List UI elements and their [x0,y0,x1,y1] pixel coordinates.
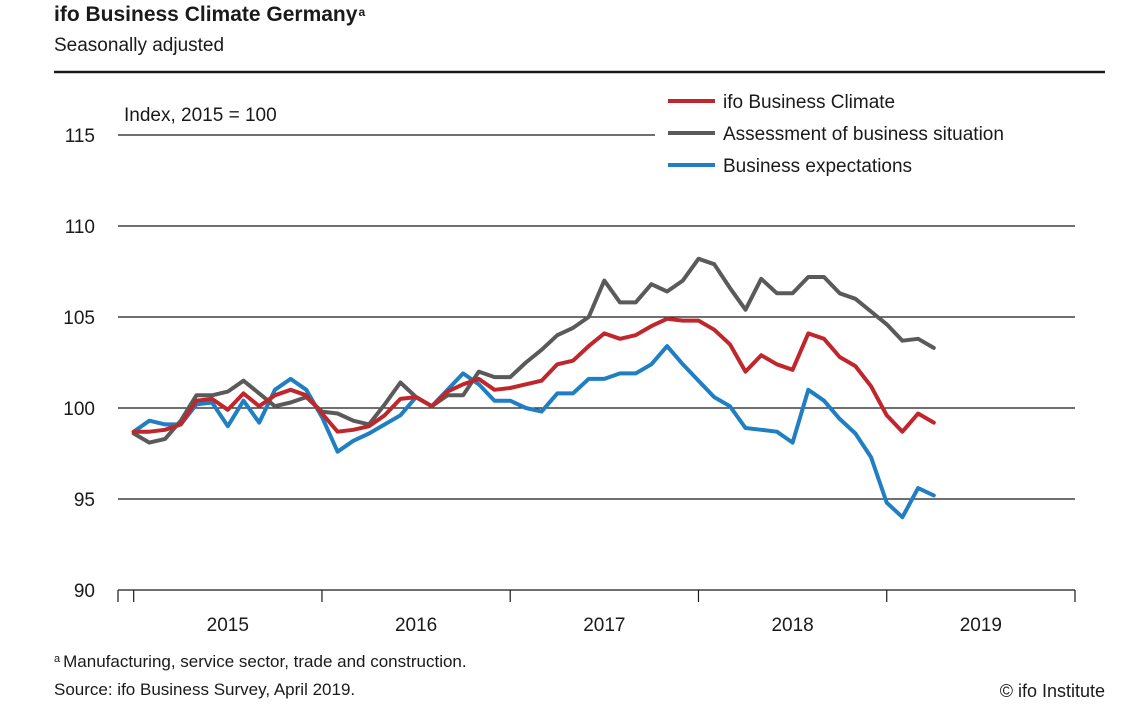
y-tick-label: 105 [63,308,95,329]
title-footnote-marker: a [358,5,366,19]
series-line [131,344,936,520]
legend-label: Business expectations [723,156,912,177]
x-tick-label: 2019 [960,615,1002,636]
series-line [131,316,936,434]
line-chart: 90 95 100 105 110 115 2015 2016 2017 2018 2019 In… [54,70,1105,636]
footnote-marker: a [54,653,61,665]
y-axis-label: Index, 2015 = 100 [124,105,277,126]
legend: ifo Business Climate Assessment of busine… [668,92,1004,177]
x-tick-label: 2015 [207,615,249,636]
chart-title: ifo Business Climate Germanya [54,3,366,26]
footnote: a Manufacturing, service sector, trade an… [54,652,467,671]
chart-subtitle: Seasonally adjusted [54,35,225,56]
y-tick-label: 95 [74,490,95,511]
y-tick-label: 110 [65,217,95,238]
legend-label: ifo Business Climate [723,92,895,113]
y-axis: 90 95 100 105 110 115 [63,126,95,602]
source-note: Source: ifo Business Survey, April 2019. [54,680,356,699]
legend-label: Assessment of business situation [723,124,1004,145]
y-tick-label: 115 [65,126,95,147]
series-lines [131,256,936,520]
x-tick-label: 2018 [771,615,813,636]
copyright: © ifo Institute [999,681,1105,701]
y-tick-label: 100 [63,399,95,420]
x-axis: 2015 2016 2017 2018 2019 [117,590,1076,636]
x-tick-label: 2016 [395,615,437,636]
grid [118,134,1075,591]
y-tick-label: 90 [74,581,95,602]
x-tick-label: 2017 [583,615,625,636]
